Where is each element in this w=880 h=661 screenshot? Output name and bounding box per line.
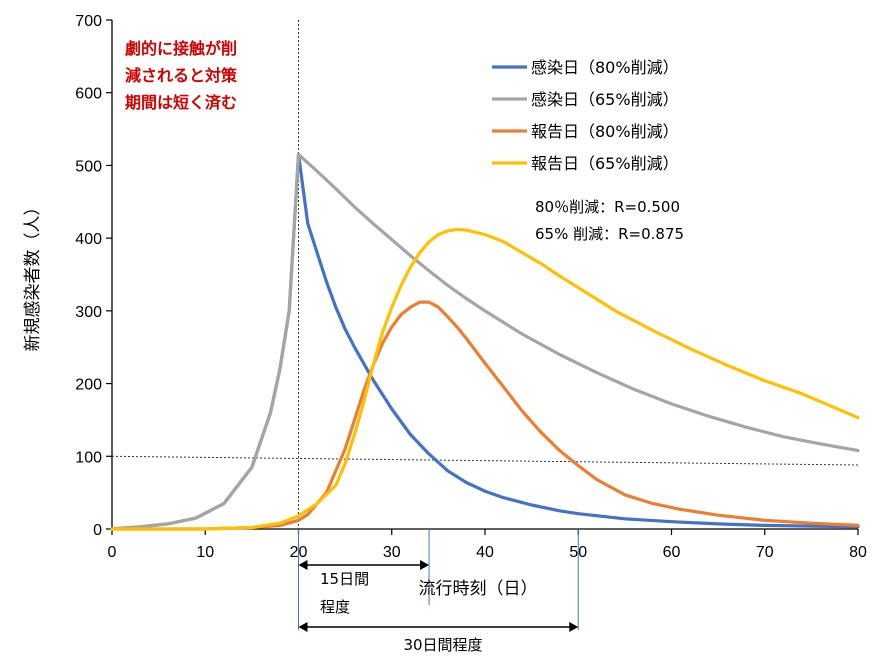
y-tick-label: 300 — [75, 304, 102, 321]
series-line-2 — [110, 152, 860, 531]
range-30-label: 30日間程度 — [403, 636, 482, 654]
y-axis-label: 新規感染者数（人） — [23, 199, 43, 352]
x-tick-label: 70 — [756, 544, 774, 561]
note-line-2: 減されると対策 — [125, 66, 238, 85]
legend-label-4: 報告日（65%削減） — [531, 154, 679, 173]
y-tick-label: 0 — [93, 522, 102, 539]
x-tick-label: 80 — [849, 544, 867, 561]
y-tick-label: 500 — [75, 158, 102, 175]
range-15-arrow-head-right — [420, 560, 430, 570]
r-value-65: 65% 削減：R=0.875 — [535, 225, 684, 243]
y-tick-label: 700 — [75, 13, 102, 30]
legend-label-3: 報告日（80%削減） — [531, 122, 679, 141]
annotations-layer — [298, 529, 579, 632]
note-line-3: 期間は短く済む — [125, 93, 237, 112]
y-tick-label: 100 — [75, 449, 102, 466]
legend-label-1: 感染日（80%削減） — [531, 58, 679, 77]
range-30-arrow-head-right — [569, 622, 579, 632]
x-tick-label: 10 — [196, 544, 214, 561]
note-line-1: 劇的に接触が削 — [125, 39, 237, 58]
range-30-arrow-head-left — [298, 622, 308, 632]
legend-label-2: 感染日（65%削減） — [531, 90, 679, 109]
x-tick-label: 40 — [476, 544, 494, 561]
y-tick-label: 400 — [75, 231, 102, 248]
range-15-label-2: 程度 — [320, 598, 350, 616]
series-line-4 — [110, 227, 860, 531]
x-axis-label: 流行時刻（日） — [419, 579, 538, 599]
r-value-80: 80％削減：R=0.500 — [535, 198, 680, 216]
level-100-dashed-line — [111, 455, 859, 466]
legend: 感染日（80%削減） 感染日（65%削減） 報告日（80%削減） 報告日（65%削減） — [492, 58, 679, 173]
range-15-label-1: 15日間 — [320, 570, 369, 588]
series-line-3 — [110, 300, 860, 531]
x-tick-label: 60 — [663, 544, 681, 561]
series-layer — [110, 152, 860, 531]
y-tick-label: 600 — [75, 86, 102, 103]
series-line-1 — [110, 152, 860, 531]
x-tick-label: 30 — [383, 544, 401, 561]
range-15-arrow-head-left — [298, 560, 308, 570]
y-tick-label: 200 — [75, 377, 102, 394]
x-tick-label: 0 — [108, 544, 117, 561]
